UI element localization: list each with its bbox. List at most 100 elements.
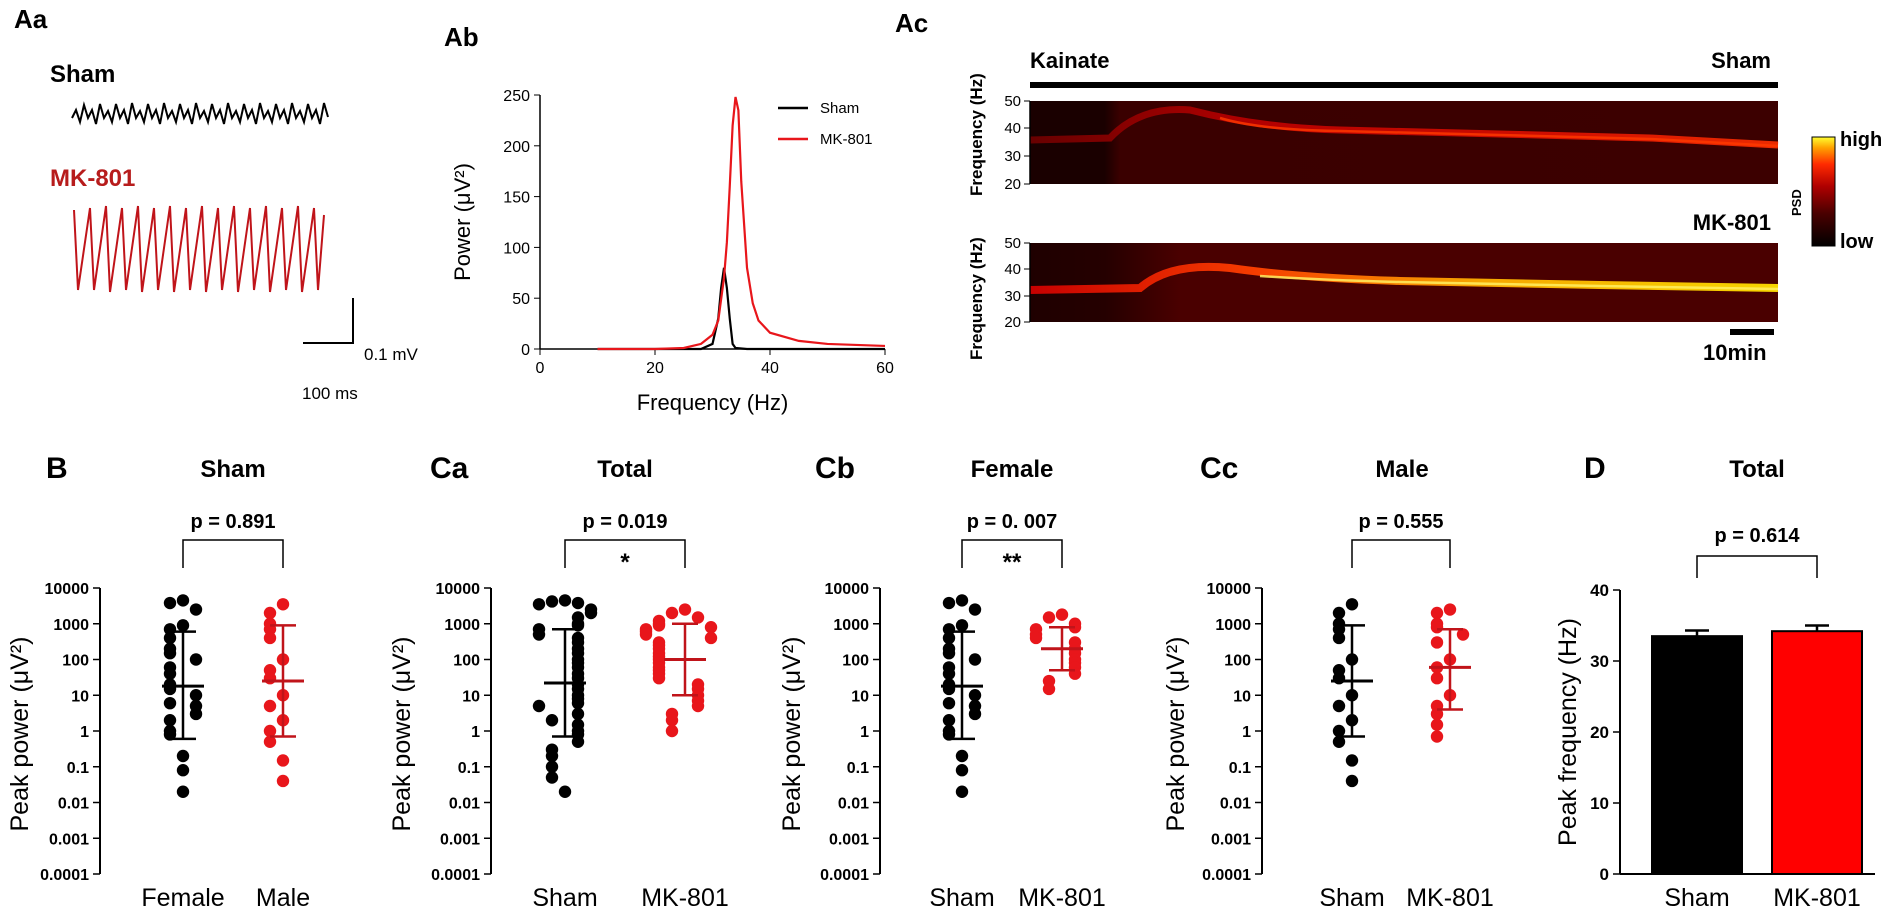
y-tick-label: 100 xyxy=(453,653,480,670)
data-point xyxy=(163,714,177,727)
y-tick-label: 0.001 xyxy=(440,831,480,848)
colorbar-low: low xyxy=(1840,231,1874,253)
data-point xyxy=(942,728,956,741)
y-tick-label: 1 xyxy=(1242,724,1251,741)
data-point xyxy=(1430,707,1444,721)
ytick: 40 xyxy=(1004,120,1021,137)
data-point xyxy=(545,760,559,773)
y-tick-label: 1000 xyxy=(53,617,89,634)
legend-label: MK-801 xyxy=(820,131,873,148)
y-tick-label: 0.01 xyxy=(838,796,869,813)
data-point xyxy=(955,749,969,763)
data-point xyxy=(704,621,718,634)
data-point xyxy=(263,631,277,645)
colorbar-high: high xyxy=(1840,129,1882,151)
data-point xyxy=(263,671,277,685)
data-point xyxy=(532,598,546,611)
data-point xyxy=(968,603,982,616)
y-axis-title: Power (μV²) xyxy=(450,163,475,281)
y-tick-label: 0.001 xyxy=(49,831,89,848)
panel-label-Ac: Ac xyxy=(895,8,928,38)
data-point xyxy=(189,689,203,702)
x-axis-title: Frequency (Hz) xyxy=(637,390,789,415)
data-point xyxy=(176,619,190,632)
y-tick-label: 10000 xyxy=(825,581,870,598)
panel-label-Ab: Ab xyxy=(444,22,479,52)
data-point xyxy=(955,785,969,798)
data-point xyxy=(276,754,290,767)
y-tick-label: 150 xyxy=(503,190,530,207)
y-tick-label: 10 xyxy=(1233,688,1251,705)
data-point xyxy=(558,785,572,798)
x-category-label: Sham xyxy=(929,884,994,912)
bar xyxy=(1651,635,1743,876)
x-tick-label: 20 xyxy=(646,360,664,377)
mk801-trace xyxy=(73,205,325,293)
data-point xyxy=(1430,621,1444,634)
ytick: 20 xyxy=(1004,314,1021,331)
panel-title: Total xyxy=(1729,456,1785,483)
y-tick-label: 250 xyxy=(503,88,530,105)
panel-Ab: Ab 0 20 40 60 0 50 100 150 200 250 Frequency (Hz) P… xyxy=(444,22,894,415)
x-category-label: MK-801 xyxy=(641,884,729,912)
power-spectrum-plot: 0 20 40 60 0 50 100 150 200 250 Frequency (Hz) Powe… xyxy=(450,88,894,415)
spectrogram-2-yaxis: 50 40 30 20 xyxy=(1004,235,1031,331)
data-point xyxy=(1430,730,1444,743)
x-category-label: MK-801 xyxy=(1018,884,1106,912)
y-tick-label: 0.0001 xyxy=(40,867,89,884)
panel-title: Male xyxy=(1375,456,1428,483)
data-point xyxy=(558,594,572,607)
panel-label: Ca xyxy=(430,452,469,485)
data-point xyxy=(1430,636,1444,649)
psd-colorbar: high low PSD xyxy=(1789,129,1882,253)
ytick: 30 xyxy=(1004,288,1021,305)
y-tick-label: 10 xyxy=(1590,794,1609,813)
p-value: p = 0. 007 xyxy=(967,511,1058,533)
data-point xyxy=(955,619,969,632)
time-scale-label: 10min xyxy=(1703,340,1767,365)
data-point xyxy=(1332,699,1346,713)
colorbar-label: PSD xyxy=(1789,189,1804,216)
data-point xyxy=(1055,608,1069,621)
data-point xyxy=(704,631,718,645)
data-point xyxy=(571,735,585,748)
data-point xyxy=(955,594,969,607)
data-point xyxy=(163,631,177,645)
data-point xyxy=(968,689,982,702)
y-tick-label: 0.01 xyxy=(58,796,89,813)
y-tick-label: 0.01 xyxy=(1220,796,1251,813)
sham-trace xyxy=(71,101,329,126)
y-tick-label: 0.1 xyxy=(458,760,480,777)
data-point xyxy=(276,598,290,611)
y-tick-label: 0.1 xyxy=(67,760,89,777)
data-point xyxy=(163,667,177,680)
y-tick-label: 20 xyxy=(1590,723,1609,742)
data-point xyxy=(176,594,190,607)
data-point xyxy=(189,707,203,721)
significance-stars: ** xyxy=(1003,549,1022,576)
panel-title: Female xyxy=(971,456,1054,483)
data-point xyxy=(1029,631,1043,645)
data-point xyxy=(263,606,277,620)
data-point xyxy=(665,606,679,620)
data-point xyxy=(571,707,585,721)
panel-label-Aa: Aa xyxy=(14,4,48,34)
y-tick-label: 1 xyxy=(471,724,480,741)
y-tick-label: 100 xyxy=(62,653,89,670)
significance-stars: * xyxy=(620,549,630,576)
y-tick-label: 200 xyxy=(503,139,530,156)
data-point xyxy=(1345,598,1359,611)
bar xyxy=(1771,630,1863,875)
y-tick-label: 0.001 xyxy=(829,831,869,848)
legend-label: Sham xyxy=(820,100,859,117)
data-point xyxy=(189,603,203,616)
data-point xyxy=(1456,628,1470,641)
y-tick-label: 0.01 xyxy=(449,796,480,813)
data-point xyxy=(532,628,546,641)
scale-bar-voltage: 0.1 mV xyxy=(364,345,419,364)
data-point xyxy=(665,714,679,727)
panel-title: Sham xyxy=(200,456,265,483)
data-point xyxy=(942,714,956,727)
panel-label: D xyxy=(1584,452,1606,485)
